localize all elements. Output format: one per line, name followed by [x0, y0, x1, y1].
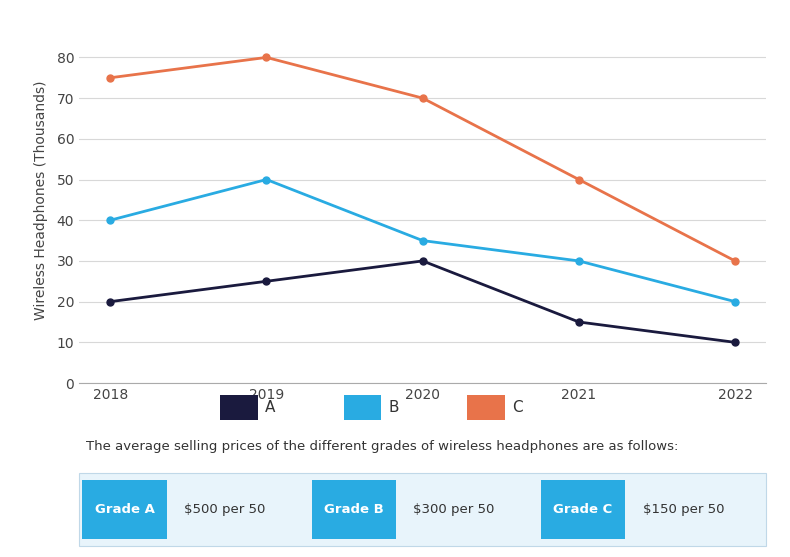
Text: Grade A: Grade A — [95, 503, 155, 516]
FancyBboxPatch shape — [311, 480, 397, 539]
Line: A: A — [107, 257, 739, 346]
FancyBboxPatch shape — [540, 480, 626, 539]
C — [730, 257, 739, 264]
C — [574, 176, 584, 183]
C — [261, 54, 271, 61]
Text: The average selling prices of the different grades of wireless headphones are as: The average selling prices of the differ… — [86, 439, 679, 453]
Text: C: C — [512, 400, 523, 415]
A — [261, 278, 271, 285]
A — [574, 319, 584, 325]
Text: $150 per 50: $150 per 50 — [642, 503, 724, 516]
B — [261, 176, 271, 183]
Bar — [344, 395, 382, 419]
FancyBboxPatch shape — [82, 480, 167, 539]
B — [106, 217, 115, 223]
C — [418, 95, 427, 101]
Text: A: A — [265, 400, 275, 415]
A — [418, 257, 427, 264]
Text: Grade B: Grade B — [324, 503, 384, 516]
Text: Grade C: Grade C — [553, 503, 613, 516]
A — [106, 299, 115, 305]
A — [730, 339, 739, 346]
Text: B: B — [389, 400, 399, 415]
B — [730, 299, 739, 305]
Y-axis label: Wireless Headphones (Thousands): Wireless Headphones (Thousands) — [34, 80, 48, 320]
Bar — [468, 395, 505, 419]
B — [574, 257, 584, 264]
Line: B: B — [107, 176, 739, 305]
Line: C: C — [107, 54, 739, 265]
Bar — [220, 395, 258, 419]
Text: $300 per 50: $300 per 50 — [413, 503, 495, 516]
C — [106, 75, 115, 81]
Text: $500 per 50: $500 per 50 — [184, 503, 265, 516]
B — [418, 237, 427, 244]
